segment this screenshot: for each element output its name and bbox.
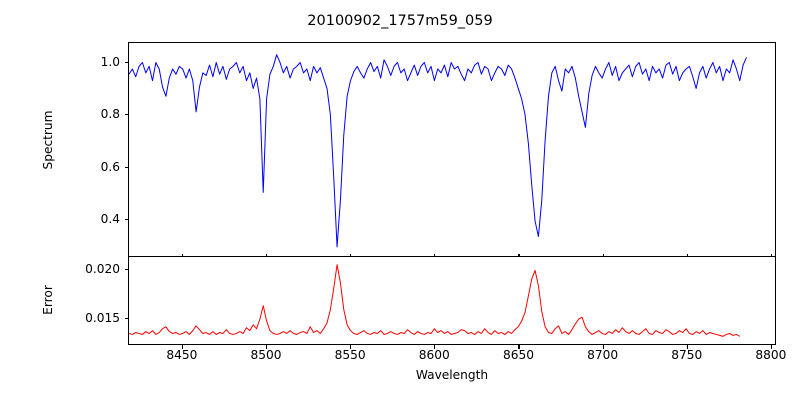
x-tick-label: 8800 [755,348,787,362]
spectrum-ytick-mark [124,218,128,221]
error-ytick-label: 0.015 [85,310,120,325]
x-tick-label: 8600 [418,348,450,362]
x-tick-mark-upper [602,253,604,257]
error-ytick-mark [124,317,128,319]
x-tick-label: 8650 [502,348,534,362]
spectrum-ytick-label: 0.6 [100,159,120,174]
spectrum-ytick-label: 1.0 [100,54,120,69]
error-plot-panel [128,256,776,345]
spectrum-ytick-label: 0.8 [100,107,120,122]
x-tick-label: 8550 [334,348,366,362]
spectrum-ytick-mark [124,114,128,116]
x-tick-label: 8500 [250,348,282,362]
spectrum-ytick-mark [124,166,128,168]
x-tick-mark [266,345,268,349]
x-tick-mark [602,345,604,349]
error-ytick-label: 0.020 [85,261,120,276]
spectrum-ytick-label: 0.4 [100,211,120,226]
x-tick-mark [518,345,520,349]
x-axis-label: Wavelength [415,368,489,382]
x-tick-mark-upper [434,253,436,257]
x-tick-mark-upper [181,253,183,257]
x-tick-mark-upper [266,253,268,257]
x-tick-mark-upper [770,253,773,257]
x-tick-label: 8750 [671,348,703,362]
spectrum-series [129,43,775,256]
page-title: 20100902_1757m59_059 [307,13,493,29]
spectrum-axis-label: Spectrum [41,110,55,170]
x-tick-mark-upper [686,253,688,257]
x-tick-mark [770,345,773,349]
error-series [129,257,775,344]
x-tick-label: 8450 [166,348,198,362]
error-ytick-mark [124,268,128,270]
x-tick-mark [686,345,688,349]
spectrum-ytick-mark [124,61,128,63]
x-tick-mark [181,345,183,349]
x-tick-mark-upper [518,253,520,257]
spectrum-plot-panel [128,42,776,257]
x-tick-mark [434,345,436,349]
x-tick-mark [350,345,352,349]
x-tick-mark-upper [350,253,352,257]
x-tick-label: 8700 [587,348,619,362]
